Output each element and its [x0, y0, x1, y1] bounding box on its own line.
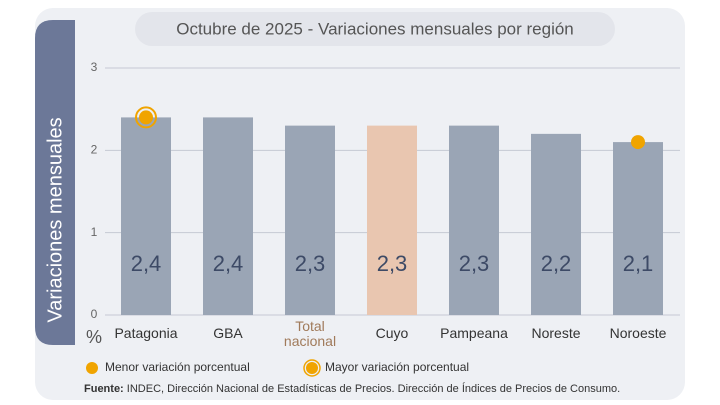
bar	[203, 117, 253, 316]
y-tick-label: 1	[91, 225, 98, 239]
value-label: 2,4	[213, 251, 244, 276]
card	[35, 8, 685, 400]
y-tick-label: 2	[91, 143, 98, 157]
x-tick-label: Cuyo	[375, 325, 409, 341]
chart-title: Octubre de 2025 - Variaciones mensuales …	[176, 19, 574, 38]
x-tick-label: Patagonia	[114, 325, 178, 341]
y-tick-label: 3	[91, 60, 98, 74]
source-label: Fuente:	[84, 383, 124, 395]
source-text: INDEC, Dirección Nacional de Estadística…	[127, 382, 620, 395]
bar	[531, 133, 581, 315]
y-axis-label: Variaciones mensuales	[44, 117, 66, 322]
y-unit: %	[86, 327, 102, 347]
value-label: 2,3	[377, 251, 408, 276]
x-tick-label: Noroeste	[609, 325, 667, 341]
bar	[613, 142, 663, 315]
legend-swatch	[306, 362, 318, 374]
x-tick-label: Total nacional	[283, 318, 337, 349]
max-marker-ring	[135, 106, 157, 129]
legend-label: Menor variación porcentual	[105, 360, 250, 374]
legend-ring	[303, 359, 321, 377]
bar	[449, 125, 499, 315]
value-label: 2,2	[541, 251, 572, 276]
x-tick-label: Noreste	[531, 325, 581, 341]
value-label: 2,3	[459, 251, 490, 276]
value-label: 2,4	[131, 251, 162, 276]
legend-label: Mayor variación porcentual	[325, 360, 469, 374]
title-pill	[135, 12, 615, 46]
bar	[367, 125, 417, 315]
x-tick-label: GBA	[213, 325, 243, 341]
source: Fuente: INDEC, Dirección Nacional de Est…	[84, 382, 620, 395]
legend-swatch	[86, 362, 98, 374]
y-tick-label: 0	[91, 307, 98, 321]
bar	[121, 117, 171, 316]
value-label: 2,1	[623, 251, 654, 276]
min-marker	[631, 135, 645, 150]
bar	[285, 125, 335, 315]
axis-band	[35, 20, 75, 345]
x-tick-label: Pampeana	[440, 325, 508, 341]
max-marker	[139, 110, 153, 125]
value-label: 2,3	[295, 251, 326, 276]
